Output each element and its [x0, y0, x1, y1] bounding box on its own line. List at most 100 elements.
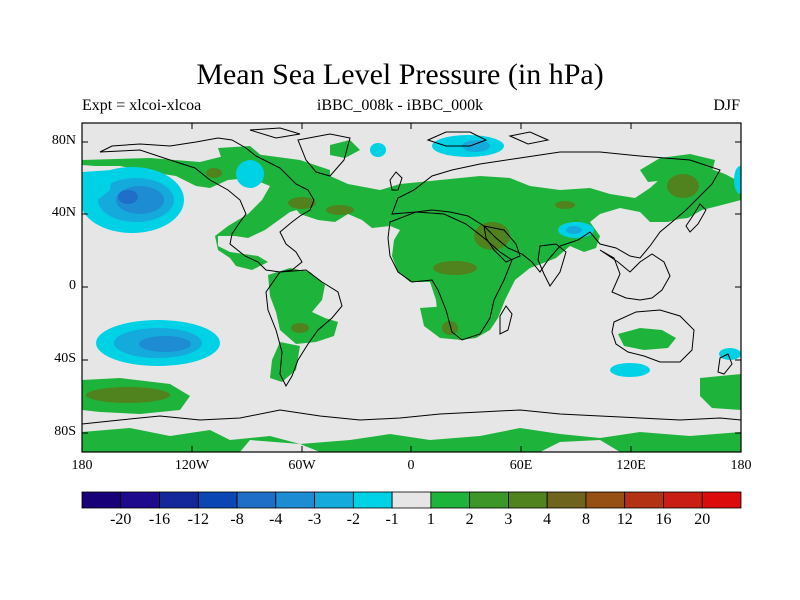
lon-label-120w: 120W [174, 458, 210, 473]
anomaly-east-pacific-low [734, 166, 741, 194]
colorbar-swatch [352, 491, 393, 509]
coast-japan [685, 203, 707, 233]
colorbar-swatch [701, 491, 742, 509]
colorbar-swatch [159, 491, 199, 509]
anomaly-greenland-patch [330, 140, 360, 158]
anomaly-arctic-low [370, 143, 386, 157]
anomaly-antarctic-2 [240, 440, 320, 452]
coast-madagascar [499, 305, 513, 335]
colorbar-swatch [314, 491, 354, 509]
axis-ticks [81, 123, 742, 452]
coast-arctic-islands [249, 127, 301, 139]
colorbar-label: -12 [187, 511, 209, 528]
anomaly-south-america-2 [270, 342, 300, 382]
coast-arabia [483, 225, 521, 263]
colorbar-label: 3 [504, 511, 513, 528]
lat-label-80s: 80S [54, 424, 76, 439]
colorbar-label: -3 [307, 511, 322, 528]
colorbar-label: 4 [543, 511, 552, 528]
colorbar-label: 16 [655, 511, 672, 528]
lon-label-120e: 120E [616, 458, 646, 473]
anomaly-south-indian-low [610, 363, 650, 377]
anomaly-eurasia [290, 165, 741, 340]
colorbar-swatch [663, 491, 703, 509]
anomaly-south-america [268, 268, 338, 344]
coastlines [82, 127, 741, 425]
anomaly-dark-positive [86, 387, 170, 403]
anomaly-dark-positive [288, 197, 316, 209]
anomaly-dark-positive [206, 168, 222, 178]
coast-arctic-islands [426, 131, 488, 147]
anomaly-arctic-low [462, 140, 490, 152]
coast-india [537, 243, 567, 287]
colorbar-label: -2 [346, 511, 360, 528]
colorbar-swatch [546, 491, 587, 509]
anomaly-pacific-low-edge [82, 170, 112, 206]
colorbar-swatch [391, 491, 432, 509]
lat-label-40n: 40N [51, 205, 76, 220]
anomaly-east-asia-2 [640, 154, 715, 182]
anomaly-canada-low [236, 160, 264, 188]
colorbar-label: 8 [581, 511, 590, 528]
colorbar-swatch [508, 491, 548, 509]
season-label: DJF [713, 97, 740, 114]
lon-label-60e: 60E [509, 458, 533, 473]
colorbar-label: -1 [385, 511, 399, 528]
colorbar-swatch [81, 491, 122, 509]
anomaly-north-pacific-low [118, 190, 138, 204]
colorbar-swatch [197, 491, 238, 509]
run-label: iBBC_008k - iBBC_000k [316, 97, 484, 114]
anomaly-dark-positive [555, 201, 575, 209]
colorbar-label: 1 [426, 511, 435, 528]
lon-label-60w: 60W [288, 458, 316, 473]
colorbar-swatch [236, 491, 277, 509]
anomaly-antarctic-3 [540, 440, 620, 452]
coast-antarctica [82, 409, 741, 425]
page-title: Mean Sea Level Pressure (in hPa) [196, 58, 604, 91]
coast-eurasia [391, 151, 721, 273]
colorbar-swatch [275, 491, 315, 509]
lat-label-0: 0 [69, 278, 76, 293]
colorbar-label: -8 [230, 511, 244, 528]
anomaly-greenland-patch [218, 146, 262, 164]
anomaly-dark-positive [433, 261, 477, 275]
coast-greenland [297, 133, 351, 177]
anomaly-southern-ring-2 [700, 374, 741, 410]
anomaly-dark-positive [291, 323, 309, 333]
colorbar-label: -20 [110, 511, 132, 528]
coast-north-america [99, 137, 315, 273]
lat-label-80n: 80N [51, 133, 76, 148]
colorbar-swatch [430, 491, 471, 509]
colorbar-label: -4 [269, 511, 283, 528]
lon-label-0: 0 [407, 458, 415, 473]
anomaly-north-america [82, 152, 330, 270]
colorbar-label: 12 [616, 511, 633, 528]
lon-label-180e: 180 [730, 458, 752, 473]
coast-africa [387, 211, 513, 341]
colorbar-swatch [585, 491, 626, 509]
colorbar-label: 2 [465, 511, 474, 528]
lon-label-180w: 180 [71, 458, 93, 473]
anomaly-dark-positive [326, 205, 354, 215]
coast-australia [611, 309, 695, 363]
anomaly-south-pacific-low [139, 336, 191, 352]
experiment-label: Expt = xlcoi-xlcoa [82, 97, 202, 114]
colorbar-swatch [469, 491, 509, 509]
coast-new-zealand [717, 353, 733, 375]
colorbar [81, 491, 742, 509]
colorbar-swatch [624, 491, 664, 509]
anomaly-east-pacific-low [719, 348, 741, 360]
colorbar-swatch [120, 491, 160, 509]
coast-uk [389, 171, 403, 191]
anomaly-dark-positive [442, 321, 458, 335]
anomaly-australia [618, 328, 676, 350]
colorbar-label: 20 [694, 511, 711, 528]
colorbar-label: -16 [148, 511, 171, 528]
map-field [82, 123, 741, 452]
coast-southeast-asia [599, 249, 671, 301]
coast-south-america [265, 269, 343, 388]
anomaly-tibet-low [566, 226, 582, 234]
anomaly-dark-positive [667, 174, 699, 198]
lat-label-40s: 40S [54, 351, 76, 366]
